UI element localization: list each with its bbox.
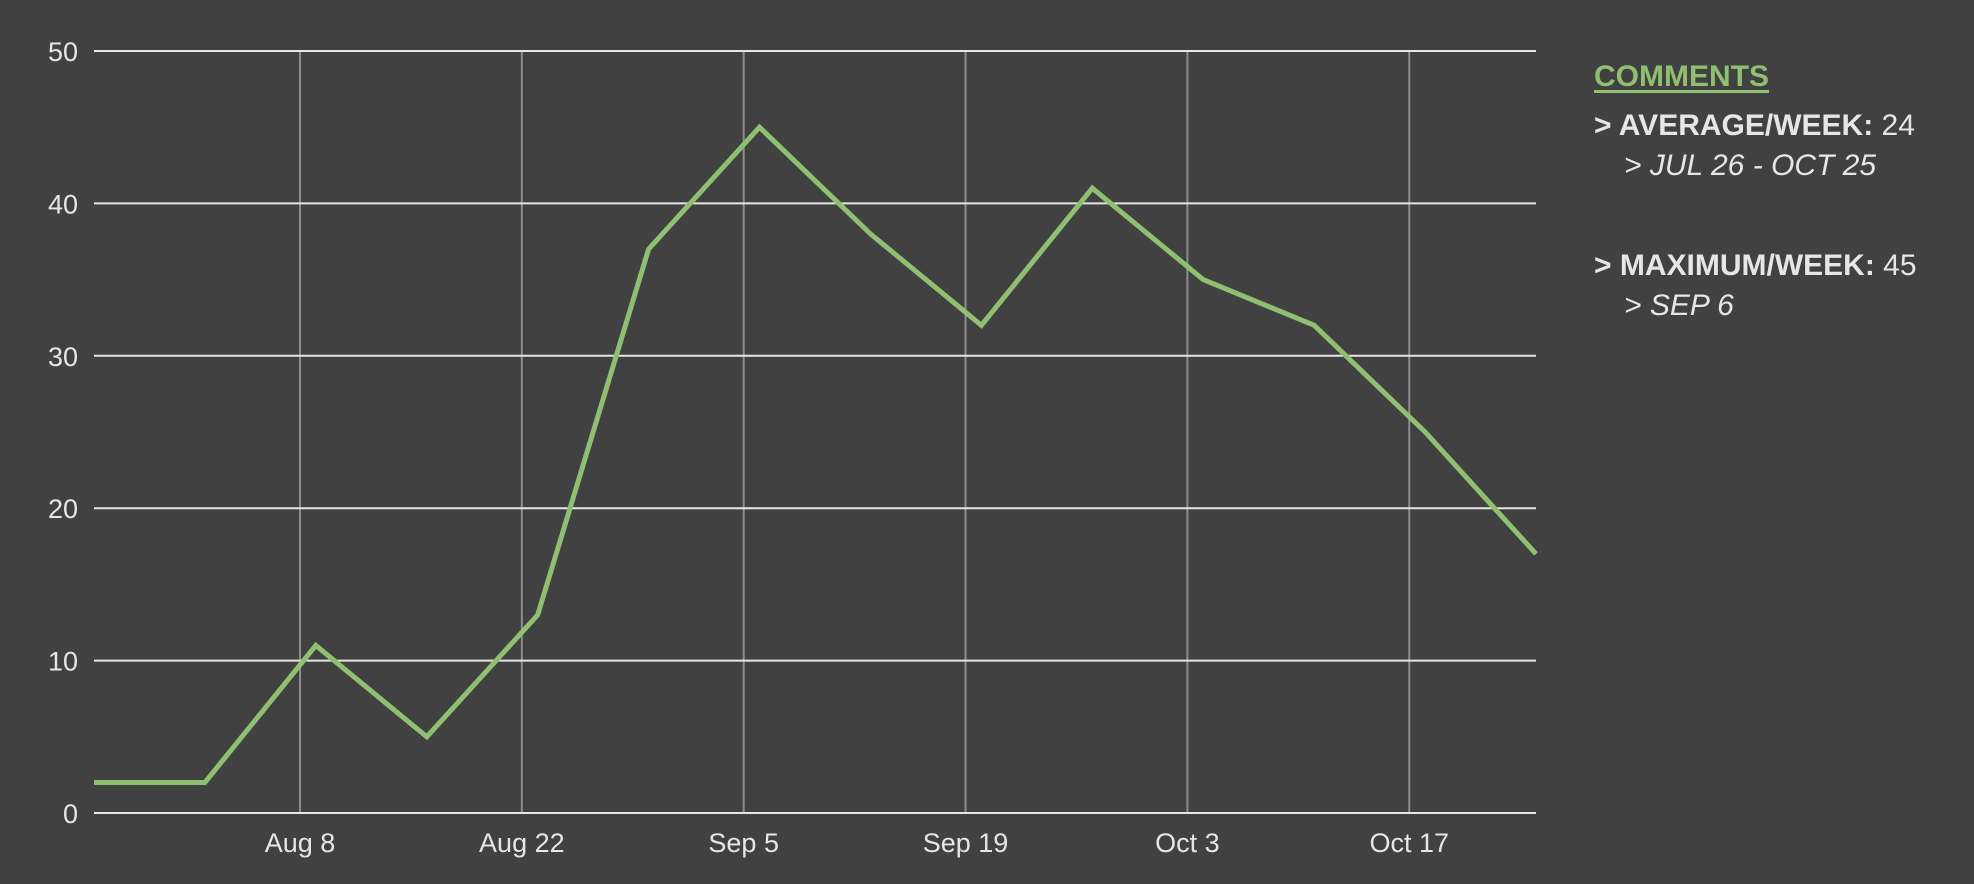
comments-summary-panel: COMMENTS > AVERAGE/WEEK: 24 > JUL 26 - O… (1594, 60, 1964, 326)
data-point (646, 246, 652, 252)
maximum-week-label: > MAXIMUM/WEEK: (1594, 249, 1875, 282)
maximum-week-value: 45 (1883, 249, 1917, 282)
data-point (867, 231, 873, 237)
y-tick-label: 10 (48, 647, 78, 677)
x-tick-label: Sep 19 (923, 828, 1009, 858)
data-point (757, 124, 763, 130)
comments-series-line (94, 123, 1538, 785)
data-point (424, 734, 430, 740)
data-point (1422, 429, 1428, 435)
data-point (1200, 277, 1206, 283)
data-point (202, 780, 208, 786)
maximum-week-date: > SEP 6 (1624, 289, 1734, 322)
y-tick-label: 50 (48, 37, 78, 67)
x-tick-label: Aug 8 (265, 828, 336, 858)
data-point (313, 642, 319, 648)
y-tick-label: 20 (48, 494, 78, 524)
average-week-value: 24 (1881, 109, 1915, 142)
data-point (91, 780, 97, 786)
maximum-week-line: > MAXIMUM/WEEK: 45 (1594, 246, 1964, 286)
average-week-range: > JUL 26 - OCT 25 (1624, 149, 1877, 182)
x-tick-label: Oct 3 (1155, 828, 1220, 858)
data-point (1089, 185, 1095, 191)
y-tick-label: 0 (63, 799, 78, 829)
x-tick-label: Sep 5 (708, 828, 779, 858)
x-tick-label: Oct 17 (1369, 828, 1449, 858)
y-tick-label: 40 (48, 189, 78, 219)
data-point (978, 322, 984, 328)
average-week-label: > AVERAGE/WEEK: (1594, 109, 1874, 142)
data-point (1533, 551, 1539, 557)
average-week-line: > AVERAGE/WEEK: 24 (1594, 106, 1964, 146)
x-tick-label: Aug 22 (479, 828, 565, 858)
data-point (535, 612, 541, 618)
data-point (1311, 322, 1317, 328)
comments-title[interactable]: COMMENTS (1594, 60, 1769, 93)
y-tick-label: 30 (48, 342, 78, 372)
